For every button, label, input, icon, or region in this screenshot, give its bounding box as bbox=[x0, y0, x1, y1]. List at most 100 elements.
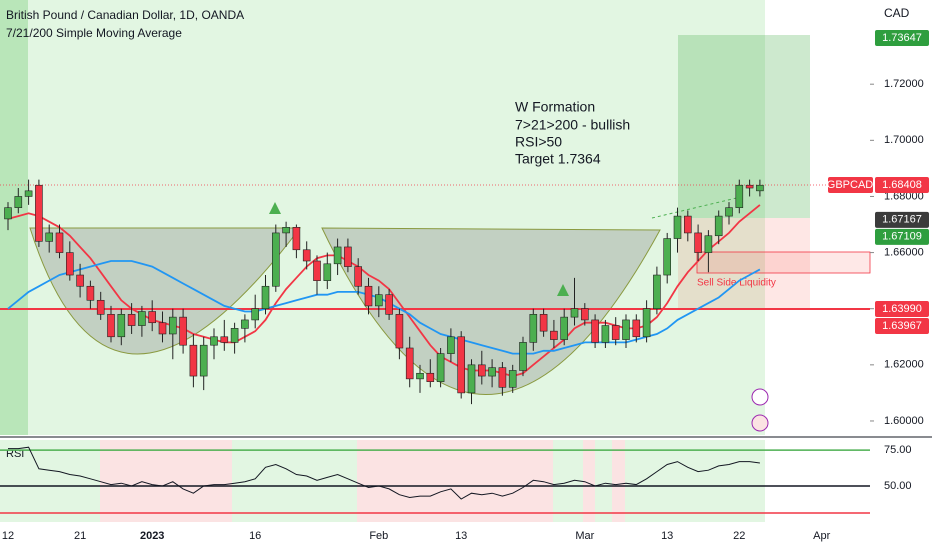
price-tag bbox=[875, 300, 929, 317]
price-tag bbox=[875, 29, 929, 46]
candle-body bbox=[642, 308, 651, 338]
rsi-zone bbox=[583, 440, 595, 522]
candle-body bbox=[354, 266, 363, 287]
candle-body bbox=[529, 314, 538, 343]
candle-body bbox=[148, 311, 156, 324]
candle-body bbox=[570, 308, 579, 318]
candle-body bbox=[508, 370, 517, 388]
annotation: Target 1.7364 bbox=[515, 151, 601, 167]
candle-body bbox=[519, 342, 527, 371]
candle-body bbox=[756, 184, 764, 192]
candle-body bbox=[179, 316, 187, 346]
candle-body bbox=[127, 314, 136, 326]
y-tick-label: 1.66000 bbox=[884, 246, 924, 258]
candle-body bbox=[488, 367, 496, 377]
candle-body bbox=[580, 308, 589, 321]
candle-body bbox=[653, 274, 661, 310]
candle-body bbox=[725, 207, 733, 217]
candle-body bbox=[4, 207, 12, 220]
candle-body bbox=[560, 316, 569, 340]
candle-body bbox=[241, 319, 249, 329]
candle-body bbox=[735, 184, 744, 208]
candle-body bbox=[333, 246, 342, 265]
price-tag-label: 1.63990 bbox=[882, 303, 922, 315]
candle-body bbox=[24, 190, 33, 197]
price-tag bbox=[875, 317, 929, 334]
price-tag bbox=[875, 177, 929, 194]
candle-body bbox=[591, 319, 599, 343]
candle-body bbox=[45, 232, 54, 242]
signal-arrow bbox=[557, 284, 569, 296]
x-tick-label: 22 bbox=[733, 530, 745, 542]
candle-body bbox=[230, 328, 239, 343]
candle-body bbox=[210, 336, 218, 346]
chart-title: British Pound / Canadian Dollar, 1D, OAN… bbox=[6, 8, 244, 22]
candle-body bbox=[292, 227, 301, 251]
candle-body bbox=[138, 311, 146, 326]
candle-body bbox=[107, 314, 115, 338]
price-tag-label: 1.73647 bbox=[882, 32, 922, 44]
background-zone bbox=[0, 0, 765, 435]
x-tick-label: 13 bbox=[455, 530, 467, 542]
candle-body bbox=[14, 196, 23, 208]
candle-body bbox=[66, 252, 74, 276]
rsi-tick-label: 75.00 bbox=[884, 444, 912, 456]
candle-body bbox=[55, 232, 64, 253]
annotation: W Formation bbox=[515, 99, 595, 115]
candle-body bbox=[477, 364, 486, 377]
candle-body bbox=[282, 227, 290, 234]
x-tick-label: 13 bbox=[661, 530, 673, 542]
y-tick-label: 1.72000 bbox=[884, 78, 924, 90]
x-tick-label: Feb bbox=[369, 530, 388, 542]
moving-average bbox=[7, 260, 761, 355]
candle-body bbox=[601, 325, 610, 343]
candle-body bbox=[117, 314, 126, 338]
candle-body bbox=[323, 263, 332, 281]
price-tag bbox=[875, 228, 929, 245]
rsi-line bbox=[8, 446, 760, 500]
candle-body bbox=[498, 367, 507, 388]
candle-body bbox=[714, 215, 723, 237]
candle-body bbox=[611, 325, 620, 340]
candle-body bbox=[35, 184, 43, 242]
candle-body bbox=[313, 260, 321, 281]
candle-body bbox=[76, 274, 84, 287]
symbol-tag bbox=[828, 177, 873, 194]
price-tag-label: 1.67109 bbox=[882, 231, 922, 243]
candle-body bbox=[436, 353, 445, 382]
x-tick-label: 2023 bbox=[140, 530, 164, 542]
candle-body bbox=[745, 184, 754, 189]
candle-body bbox=[426, 372, 435, 382]
candle-body bbox=[220, 336, 229, 343]
candle-body bbox=[447, 336, 455, 354]
candle-body bbox=[704, 235, 713, 253]
candle-body bbox=[364, 285, 373, 307]
x-tick-label: 21 bbox=[74, 530, 86, 542]
y-tick-label: 1.60000 bbox=[884, 415, 924, 427]
flag-icon[interactable] bbox=[751, 414, 769, 432]
candle-body bbox=[416, 372, 424, 380]
x-tick-label: Apr bbox=[813, 530, 830, 542]
candle-body bbox=[457, 336, 466, 394]
w-left-cup bbox=[29, 227, 302, 355]
candle-body bbox=[374, 294, 383, 307]
rsi-zone bbox=[612, 440, 625, 522]
x-tick-label: 16 bbox=[249, 530, 261, 542]
candle-body bbox=[632, 319, 641, 338]
symbol-label: GBPCAD bbox=[827, 179, 874, 191]
price-tag-label: 1.68408 bbox=[882, 179, 922, 191]
candle-body bbox=[271, 232, 280, 287]
y-tick-label: 1.68000 bbox=[884, 190, 924, 202]
candle-body bbox=[96, 299, 105, 315]
event-icon[interactable] bbox=[751, 388, 769, 406]
annotation: 7>21>200 - bullish bbox=[515, 117, 630, 133]
candle-body bbox=[405, 347, 414, 380]
candle-body bbox=[539, 314, 548, 332]
candle-body bbox=[467, 364, 476, 394]
candle-body bbox=[673, 215, 682, 239]
candle-body bbox=[683, 215, 692, 234]
candle-body bbox=[344, 246, 352, 267]
signal-arrow bbox=[269, 202, 281, 214]
candle-body bbox=[189, 344, 198, 377]
